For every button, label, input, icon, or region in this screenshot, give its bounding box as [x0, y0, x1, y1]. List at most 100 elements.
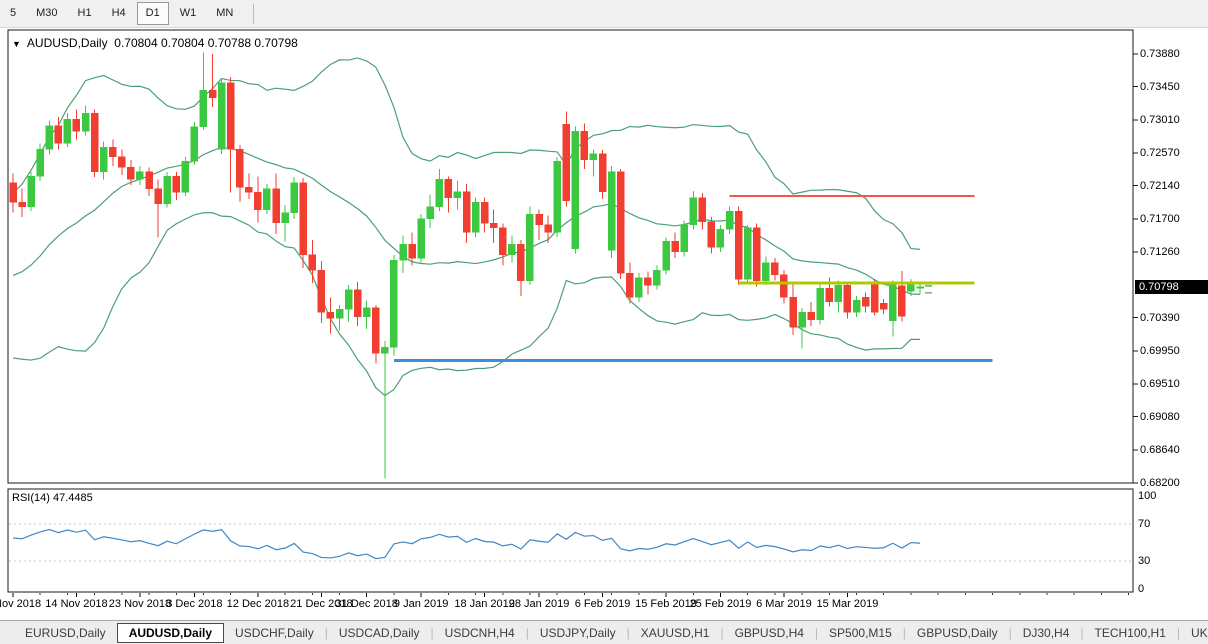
price-axis-label: 0.73880 [1140, 48, 1180, 61]
candle [780, 274, 788, 298]
timeframe-button-h4[interactable]: H4 [111, 7, 126, 19]
tab-separator: | [1176, 626, 1181, 640]
price-axis-label: 0.73450 [1140, 80, 1180, 93]
candle [344, 289, 353, 310]
chart-window[interactable]: ▼ AUDUSD,Daily 0.70804 0.70804 0.70788 0.… [0, 28, 1208, 618]
price-axis-label: 0.73010 [1140, 113, 1180, 126]
price-axis-label: 0.69510 [1140, 378, 1180, 391]
date-axis[interactable] [12, 593, 1130, 597]
candle [163, 176, 171, 204]
chart-tab-xauusd-h1[interactable]: XAUUSD,H1 [640, 626, 710, 640]
candle [326, 312, 335, 319]
tab-separator: | [626, 626, 630, 640]
tab-separator: | [1008, 626, 1012, 640]
price-axis-label: 0.72140 [1140, 179, 1180, 192]
candle [272, 188, 280, 223]
candle [72, 118, 81, 132]
chart-title: ▼ AUDUSD,Daily 0.70804 0.70804 0.70788 0.… [12, 36, 298, 50]
date-axis-label: 25 Feb 2019 [689, 598, 752, 610]
candle [861, 297, 870, 307]
chart-tab-usdchf-daily[interactable]: USDCHF,Daily [235, 626, 314, 640]
chart-ohlc-quote: 0.70804 0.70804 0.70788 0.70798 [114, 36, 298, 50]
candle [154, 188, 162, 204]
candle [499, 227, 507, 256]
date-axis-label: 12 Dec 2018 [226, 598, 290, 610]
candle [762, 262, 770, 281]
tab-separator: | [720, 626, 724, 640]
candle [381, 346, 389, 354]
candle [90, 112, 99, 173]
rsi-axis-label: 30 [1138, 555, 1151, 568]
candle [635, 277, 643, 298]
candle [607, 171, 616, 251]
chart-tab-tech100-h1[interactable]: TECH100,H1 [1094, 626, 1166, 640]
candle [145, 171, 153, 189]
candle [798, 312, 806, 328]
candle [462, 191, 471, 233]
price-axis-label: 0.72570 [1140, 147, 1180, 160]
candle [426, 206, 434, 219]
candle [290, 182, 298, 213]
candle [716, 229, 725, 248]
candle [843, 284, 852, 313]
date-axis-label: 6 Mar 2019 [756, 598, 812, 610]
candle [18, 201, 26, 207]
candle [489, 223, 498, 229]
candle [317, 269, 326, 313]
candle [616, 171, 625, 274]
candle [9, 182, 17, 203]
current-price-badge: 0.70798 [1135, 279, 1208, 294]
timeframe-button-m30[interactable]: M30 [36, 7, 58, 19]
candle [335, 309, 344, 319]
candle [109, 146, 117, 158]
chart-tab-dj30-h4[interactable]: DJ30,H4 [1022, 626, 1070, 640]
chart-tab-usdjpy-daily[interactable]: USDJPY,Daily [539, 626, 616, 640]
candle [353, 289, 362, 318]
candle [444, 179, 453, 198]
timeframe-button-mn[interactable]: MN [216, 7, 234, 19]
chart-tab-gbpusd-h4[interactable]: GBPUSD,H4 [734, 626, 804, 640]
timeframe-button-w1[interactable]: W1 [179, 7, 197, 19]
candle [508, 244, 516, 256]
date-axis-label: 5 Nov 2018 [0, 598, 42, 610]
chart-tab-usdcad-daily[interactable]: USDCAD,Daily [338, 626, 420, 640]
candle [752, 227, 761, 281]
candle [771, 262, 779, 275]
price-axis-label: 0.70390 [1140, 311, 1180, 324]
tab-separator: | [1080, 626, 1084, 640]
candle [399, 244, 407, 261]
candle [671, 241, 679, 253]
chart-tab-sp500-m15[interactable]: SP500,M15 [829, 626, 892, 640]
chart-tab-eurusd-daily[interactable]: EURUSD,Daily [25, 626, 106, 640]
price-axis[interactable] [1133, 53, 1138, 484]
candle [662, 241, 670, 271]
main-plot-area[interactable] [9, 52, 993, 479]
chart-tab-usdcnh-h4[interactable]: USDCNH,H4 [444, 626, 515, 640]
candle [526, 213, 534, 281]
candle [626, 272, 634, 298]
chart-canvas[interactable] [0, 28, 1208, 618]
rsi-axis-label: 70 [1138, 517, 1151, 530]
chart-tab-bar: EURUSD,Daily AUDUSD,Daily USDCHF,Daily | USD… [0, 620, 1208, 644]
price-axis-label: 0.69950 [1140, 344, 1180, 357]
candle [372, 307, 380, 354]
candle [535, 213, 543, 226]
date-axis-label: 31 Dec 2018 [335, 598, 398, 610]
chart-tab-audusd-daily[interactable]: AUDUSD,Daily [116, 623, 225, 643]
chart-tab-gbpusd-daily[interactable]: GBPUSD,Daily [916, 626, 998, 640]
timeframe-button-h1[interactable]: H1 [77, 7, 92, 19]
chart-dropdown-icon[interactable]: ▼ [12, 39, 21, 49]
chart-tab-ukc[interactable]: UKC [1191, 626, 1208, 640]
candle [362, 307, 371, 318]
candlestick-series [9, 52, 924, 479]
rsi-line [12, 528, 921, 560]
timeframe-button-m5[interactable]: 5 [10, 7, 17, 19]
candle [27, 176, 35, 207]
rsi-plot-area[interactable] [9, 523, 1132, 562]
timeframe-toolbar: 5 M30 H1 H4 D1 W1 MN [0, 0, 1208, 28]
tab-separator: | [525, 626, 529, 640]
candle [118, 156, 126, 168]
timeframe-button-d1[interactable]: D1 [136, 2, 169, 25]
candle [580, 130, 589, 161]
